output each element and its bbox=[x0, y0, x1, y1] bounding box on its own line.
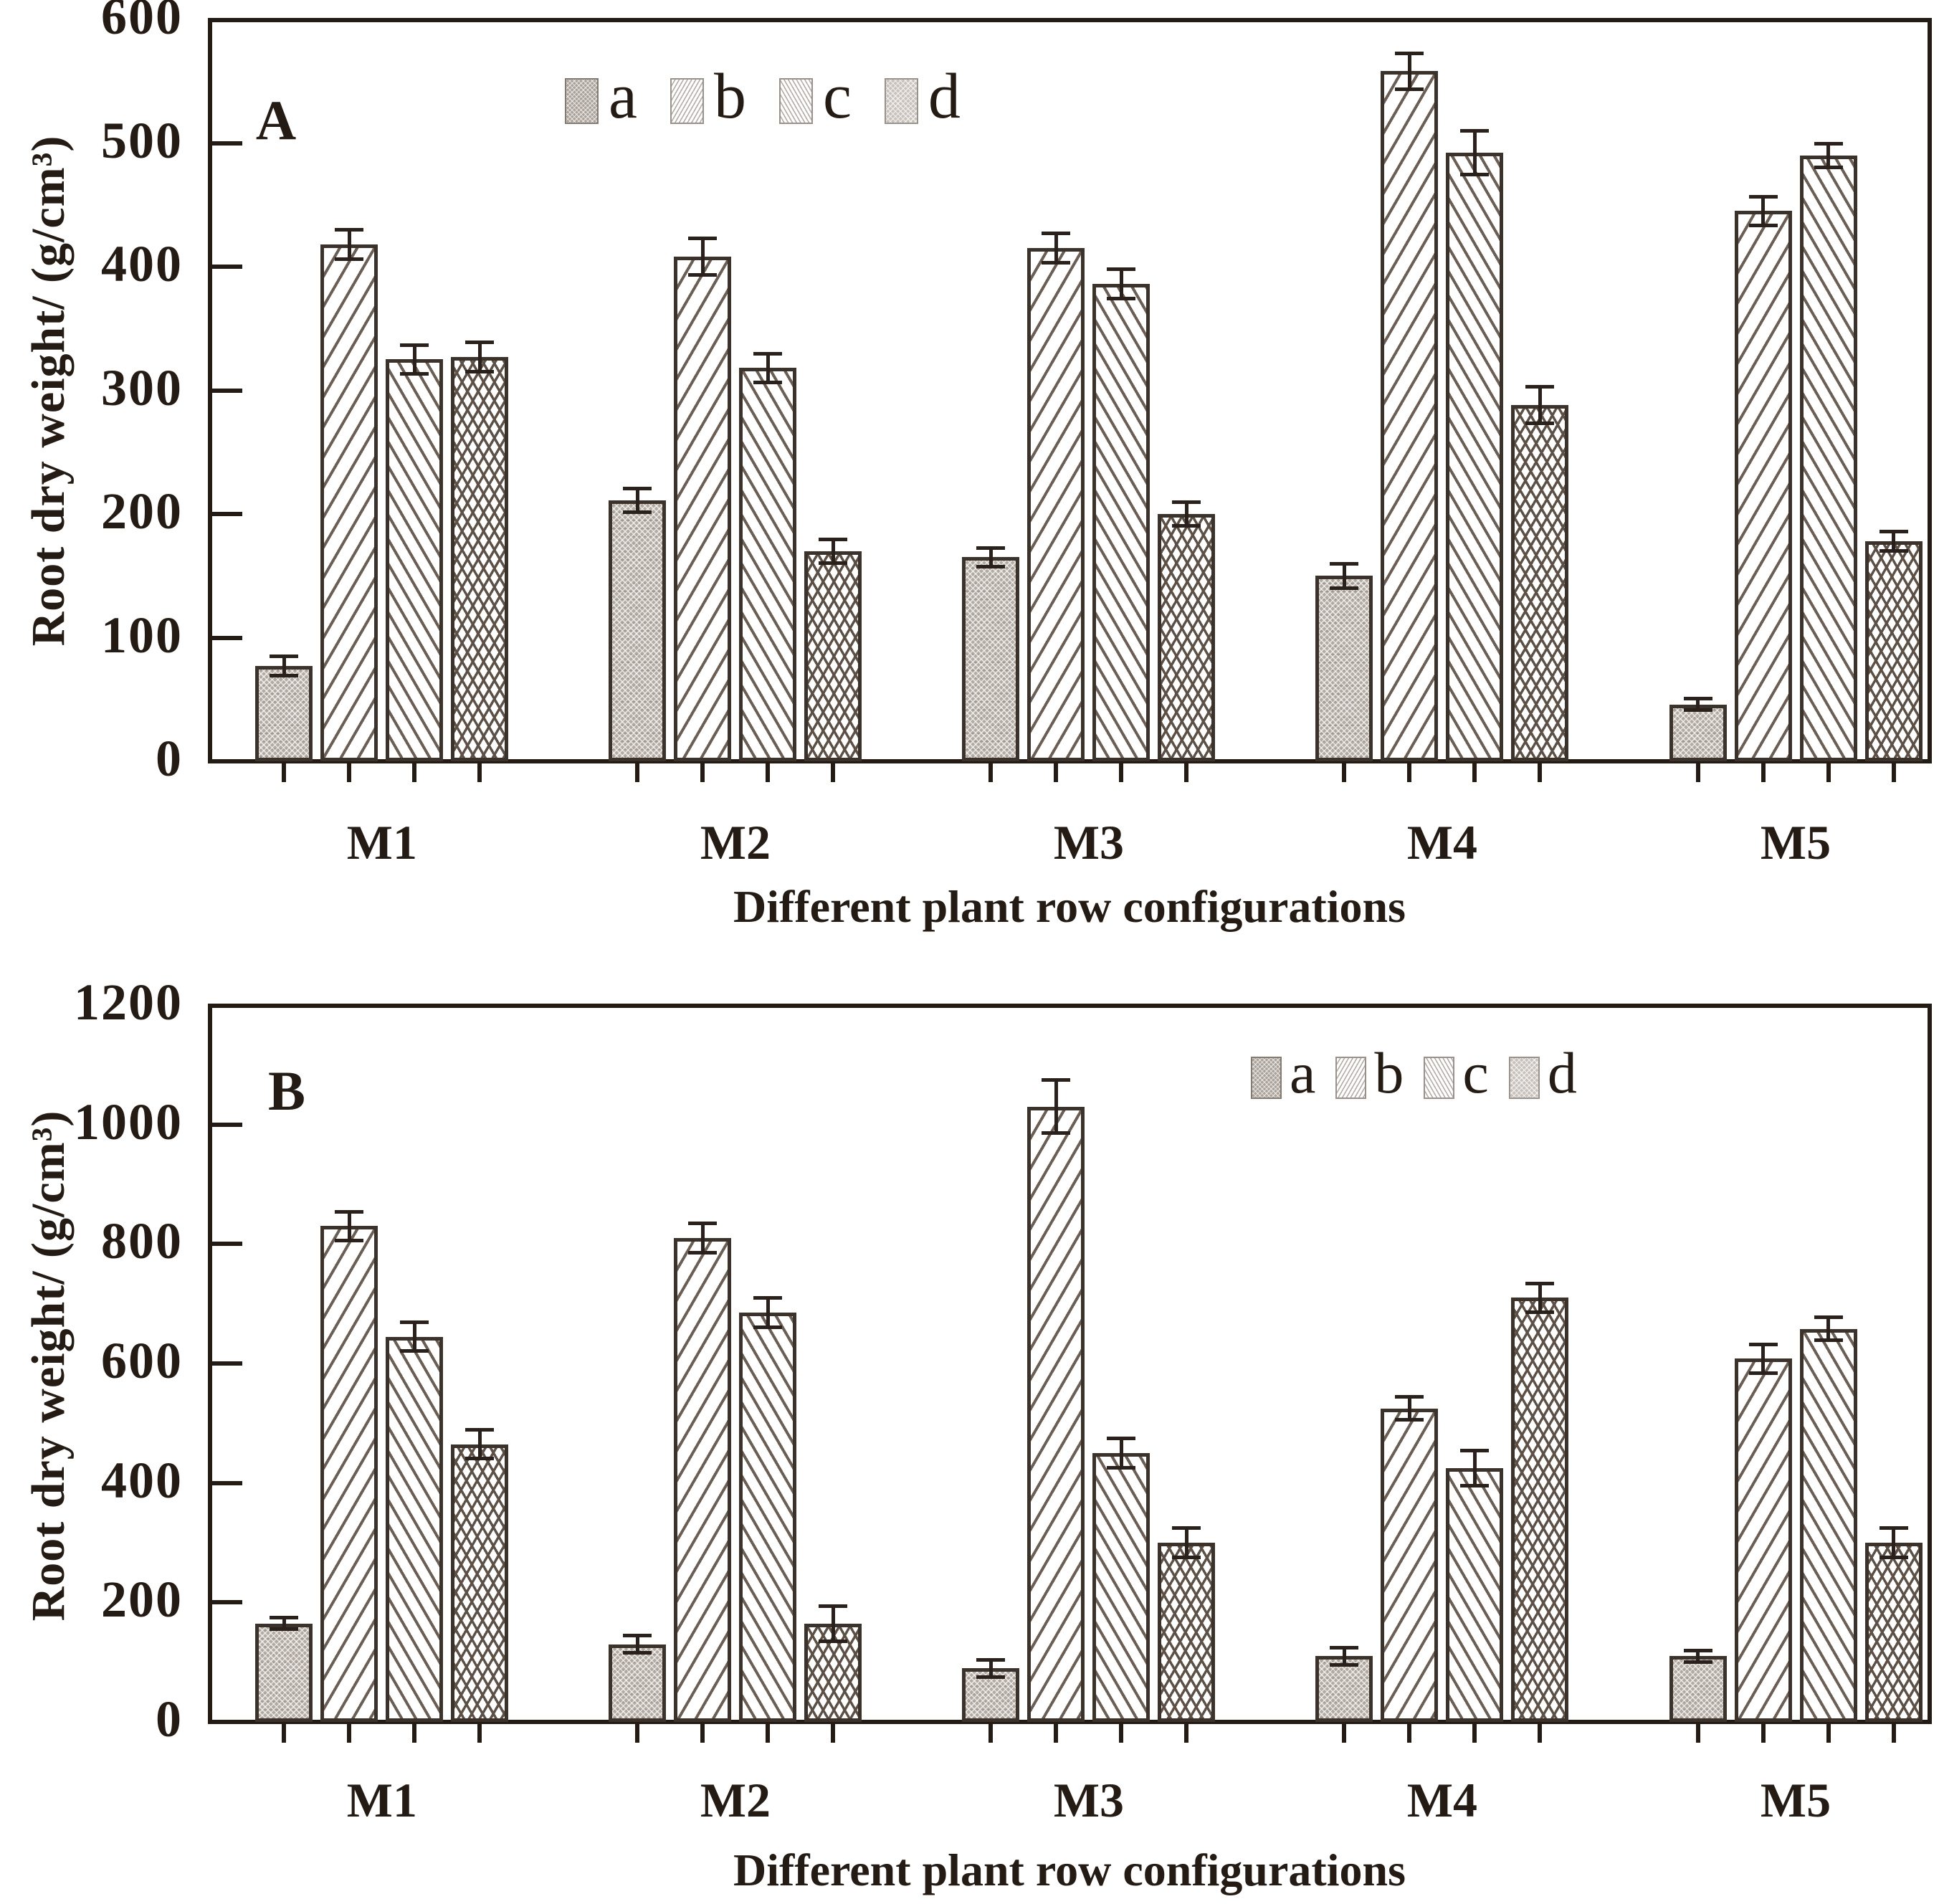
plot-area-a bbox=[208, 18, 1932, 763]
y-tick-label-0: 0 bbox=[156, 730, 183, 788]
x-tick-M5-d bbox=[1891, 763, 1896, 782]
x-tick-M4-a bbox=[1342, 1724, 1347, 1743]
legend-item-a: a bbox=[565, 65, 637, 133]
x-category-label-M2: M2 bbox=[700, 815, 771, 870]
x-tick-M3-c bbox=[1119, 763, 1124, 782]
x-tick-M4-b bbox=[1407, 1724, 1412, 1743]
x-tick-M2-b bbox=[700, 763, 705, 782]
x-tick-M2-c bbox=[766, 763, 771, 782]
legend-item-a: a bbox=[1251, 1044, 1315, 1107]
x-tick-M4-d bbox=[1538, 1724, 1543, 1743]
x-tick-M4-c bbox=[1472, 1724, 1477, 1743]
y-tick-label-1200: 1200 bbox=[74, 974, 183, 1032]
x-tick-M2-d bbox=[831, 1724, 836, 1743]
panel-letter-a: A bbox=[255, 89, 297, 151]
x-tick-M3-d bbox=[1184, 1724, 1189, 1743]
x-tick-M5-a bbox=[1695, 1724, 1700, 1743]
x-tick-M1-d bbox=[477, 1724, 482, 1743]
legend-swatch-b-icon bbox=[1335, 1056, 1367, 1099]
legend-item-d: d bbox=[884, 65, 961, 133]
x-axis-title-b: Different plant row configurations bbox=[733, 1844, 1406, 1895]
y-axis-title-a: Root dry weight/ (g/cm³) bbox=[22, 135, 75, 647]
legend-swatch-a-icon bbox=[565, 78, 599, 124]
x-tick-M5-b bbox=[1761, 1724, 1766, 1743]
x-tick-M3-a bbox=[988, 763, 994, 782]
x-axis-title-a: Different plant row configurations bbox=[733, 881, 1406, 932]
x-tick-M1-c bbox=[412, 1724, 417, 1743]
x-tick-M1-b bbox=[347, 1724, 352, 1743]
legend-swatch-a-icon bbox=[1251, 1056, 1282, 1099]
x-tick-M2-a bbox=[635, 763, 640, 782]
legend-label-c: c bbox=[822, 61, 852, 132]
legend-item-c: c bbox=[1424, 1044, 1489, 1107]
x-tick-M5-a bbox=[1695, 763, 1700, 782]
legend-swatch-b-icon bbox=[670, 78, 704, 124]
x-tick-M3-d bbox=[1184, 763, 1189, 782]
x-tick-M1-c bbox=[412, 763, 417, 782]
x-category-label-M1: M1 bbox=[346, 815, 417, 870]
x-tick-M3-a bbox=[988, 1724, 994, 1743]
x-category-label-M5: M5 bbox=[1760, 815, 1831, 870]
y-tick-label-0: 0 bbox=[156, 1690, 183, 1748]
legend-swatch-c-icon bbox=[778, 78, 813, 124]
x-tick-M2-c bbox=[766, 1724, 771, 1743]
x-category-label-M4: M4 bbox=[1406, 1773, 1478, 1827]
x-tick-M3-b bbox=[1054, 763, 1059, 782]
x-tick-M5-c bbox=[1826, 1724, 1831, 1743]
x-tick-M5-c bbox=[1826, 763, 1831, 782]
x-category-label-M5: M5 bbox=[1760, 1773, 1831, 1827]
x-tick-M5-b bbox=[1761, 763, 1766, 782]
x-tick-M1-b bbox=[347, 763, 352, 782]
legend-label-b: b bbox=[713, 61, 746, 132]
legend-swatch-c-icon bbox=[1424, 1056, 1455, 1099]
legend-item-b: b bbox=[1335, 1044, 1404, 1107]
legend-item-c: c bbox=[778, 65, 852, 133]
legend-swatch-d-icon bbox=[884, 78, 918, 124]
x-tick-M4-d bbox=[1538, 763, 1543, 782]
y-axis-title-b: Root dry weight/ (g/cm³) bbox=[22, 1110, 75, 1622]
x-tick-M1-a bbox=[282, 1724, 287, 1743]
x-tick-M4-b bbox=[1407, 763, 1412, 782]
legend-item-b: b bbox=[670, 65, 746, 133]
x-tick-M2-b bbox=[700, 1724, 705, 1743]
legend-label-d: d bbox=[928, 61, 961, 132]
x-category-label-M2: M2 bbox=[700, 1773, 771, 1827]
x-tick-M3-b bbox=[1054, 1724, 1059, 1743]
x-category-label-M3: M3 bbox=[1053, 1773, 1125, 1827]
legend-item-d: d bbox=[1508, 1044, 1577, 1107]
legend-label-c: c bbox=[1462, 1040, 1489, 1105]
x-tick-M1-d bbox=[477, 763, 482, 782]
x-tick-M1-a bbox=[282, 763, 287, 782]
x-tick-M2-d bbox=[831, 763, 836, 782]
legend-swatch-d-icon bbox=[1508, 1056, 1540, 1099]
legend-label-b: b bbox=[1374, 1040, 1404, 1105]
x-tick-M4-c bbox=[1472, 763, 1477, 782]
legend-label-a: a bbox=[1290, 1040, 1316, 1105]
y-tick-label-600: 600 bbox=[101, 0, 183, 46]
x-tick-M2-a bbox=[635, 1724, 640, 1743]
x-tick-M3-c bbox=[1119, 1724, 1124, 1743]
x-tick-M5-d bbox=[1891, 1724, 1896, 1743]
plot-area-b bbox=[208, 1004, 1932, 1724]
panel-letter-b: B bbox=[267, 1060, 306, 1122]
x-tick-M4-a bbox=[1342, 763, 1347, 782]
legend-label-d: d bbox=[1547, 1040, 1577, 1105]
x-category-label-M3: M3 bbox=[1053, 815, 1125, 870]
x-category-label-M4: M4 bbox=[1406, 815, 1478, 870]
x-category-label-M1: M1 bbox=[346, 1773, 417, 1827]
legend-label-a: a bbox=[609, 61, 637, 132]
